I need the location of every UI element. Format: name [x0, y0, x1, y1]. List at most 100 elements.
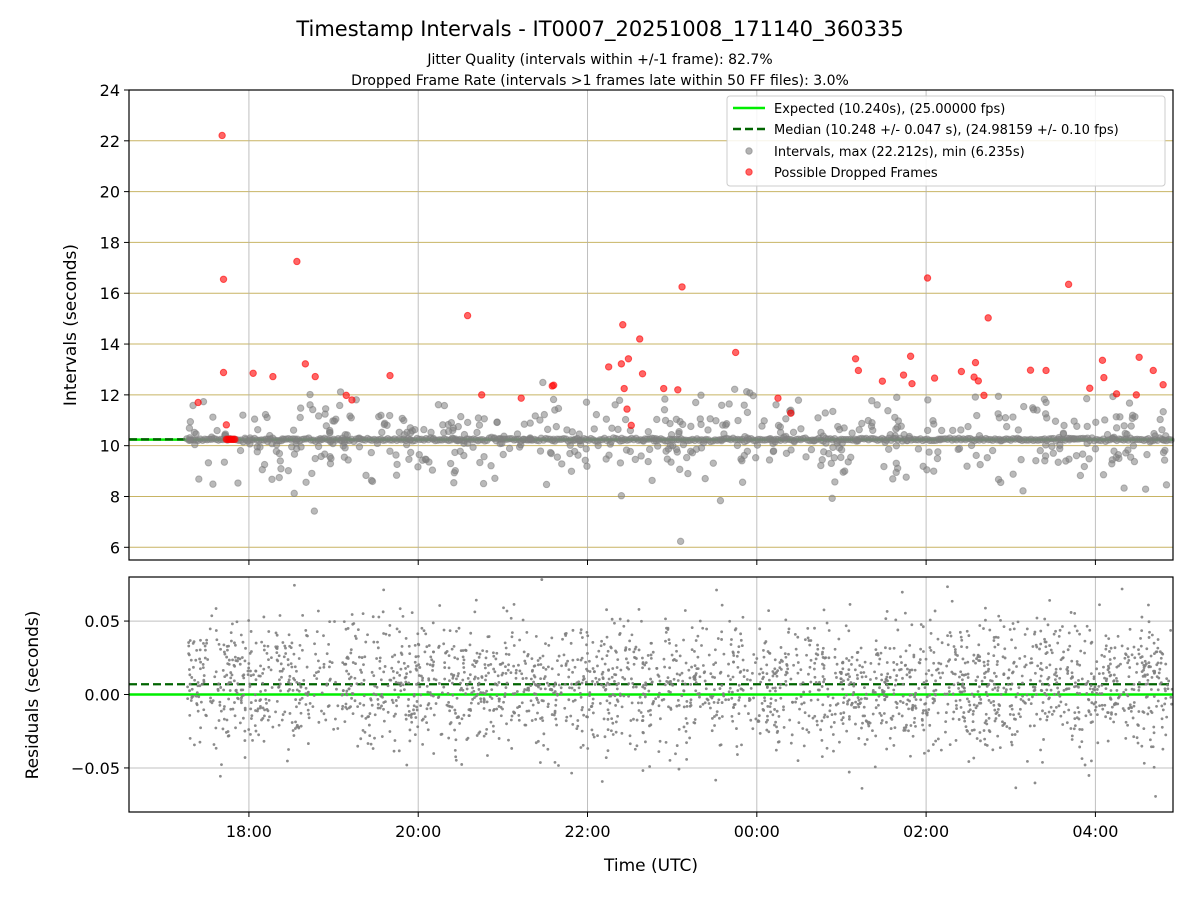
interval-point	[616, 397, 622, 403]
residual-point	[443, 678, 446, 681]
residual-point	[393, 750, 396, 753]
residual-point	[995, 675, 998, 678]
interval-point	[853, 438, 859, 444]
interval-point	[456, 437, 462, 443]
dropped-frame-point	[985, 315, 991, 321]
residual-point	[427, 679, 430, 682]
residual-point	[823, 678, 826, 681]
residual-point	[919, 648, 922, 651]
residual-point	[197, 681, 200, 684]
residual-point	[483, 699, 486, 702]
interval-point	[415, 464, 421, 470]
residual-point	[542, 655, 545, 658]
residual-point	[821, 651, 824, 654]
interval-point	[663, 448, 669, 454]
residual-point	[240, 699, 243, 702]
residual-point	[448, 709, 451, 712]
residual-point	[451, 648, 454, 651]
residual-point	[927, 749, 930, 752]
residual-point	[1107, 637, 1110, 640]
interval-point	[645, 458, 651, 464]
residual-point	[636, 719, 639, 722]
residual-point	[305, 687, 308, 690]
residual-point	[927, 669, 930, 672]
interval-point	[1003, 423, 1009, 429]
residual-point	[978, 695, 981, 698]
residual-point	[996, 689, 999, 692]
residual-point	[1167, 680, 1170, 683]
legend-expected-label: Expected (10.240s), (25.00000 fps)	[774, 102, 1005, 117]
residual-point	[398, 749, 401, 752]
residual-point	[223, 651, 226, 654]
residual-point	[1113, 657, 1116, 660]
residual-point	[1102, 666, 1105, 669]
interval-point	[403, 441, 409, 447]
interval-point	[885, 408, 891, 414]
residual-point	[676, 673, 679, 676]
residual-point	[668, 642, 671, 645]
residual-point	[469, 673, 472, 676]
residual-point	[442, 686, 445, 689]
residual-point	[311, 705, 314, 708]
residual-point	[937, 738, 940, 741]
residual-point	[784, 673, 787, 676]
interval-point	[461, 431, 467, 437]
interval-point	[187, 435, 193, 441]
residuals-reference-lines	[129, 684, 1173, 694]
residual-point	[279, 614, 282, 617]
residual-point	[967, 760, 970, 763]
residual-point	[820, 719, 823, 722]
residual-point	[1000, 693, 1003, 696]
interval-point	[815, 415, 821, 421]
residual-point	[226, 662, 229, 665]
interval-point	[311, 508, 317, 514]
residual-point	[476, 660, 479, 663]
residual-point	[505, 686, 508, 689]
dropped-frame-point	[1087, 385, 1093, 391]
residual-point	[288, 675, 291, 678]
interval-point	[307, 391, 313, 397]
residual-point	[650, 654, 653, 657]
residual-point	[966, 697, 969, 700]
interval-point	[278, 466, 284, 472]
residual-point	[1024, 702, 1027, 705]
residual-point	[280, 662, 283, 665]
residual-point	[632, 718, 635, 721]
residual-point	[538, 683, 541, 686]
residual-point	[556, 693, 559, 696]
legend: Expected (10.240s), (25.00000 fps) Media…	[727, 96, 1165, 186]
residual-point	[1084, 764, 1087, 767]
residual-point	[234, 726, 237, 729]
residual-point	[983, 664, 986, 667]
residual-point	[454, 749, 457, 752]
interval-point	[447, 460, 453, 466]
residual-point	[574, 666, 577, 669]
residual-point	[1033, 724, 1036, 727]
residual-point	[470, 702, 473, 705]
residual-point	[821, 703, 824, 706]
dropped-frame-point	[787, 410, 793, 416]
residual-point	[334, 718, 337, 721]
residual-point	[388, 624, 391, 627]
residual-point	[658, 675, 661, 678]
residual-point	[963, 686, 966, 689]
interval-point	[885, 446, 891, 452]
residual-point	[332, 728, 335, 731]
interval-point	[693, 446, 699, 452]
residual-point	[928, 694, 931, 697]
residual-point	[407, 698, 410, 701]
residual-point	[800, 695, 803, 698]
residual-point	[841, 661, 844, 664]
residual-point	[565, 662, 568, 665]
residual-point	[345, 628, 348, 631]
residual-point	[1141, 661, 1144, 664]
residual-point	[751, 727, 754, 730]
residual-point	[399, 684, 402, 687]
residual-point	[808, 714, 811, 717]
residual-point	[685, 700, 688, 703]
residual-point	[955, 707, 958, 710]
intervals-y-tick-label: 18	[100, 233, 120, 252]
interval-point	[622, 416, 628, 422]
residual-point	[1023, 665, 1026, 668]
interval-point	[416, 451, 422, 457]
